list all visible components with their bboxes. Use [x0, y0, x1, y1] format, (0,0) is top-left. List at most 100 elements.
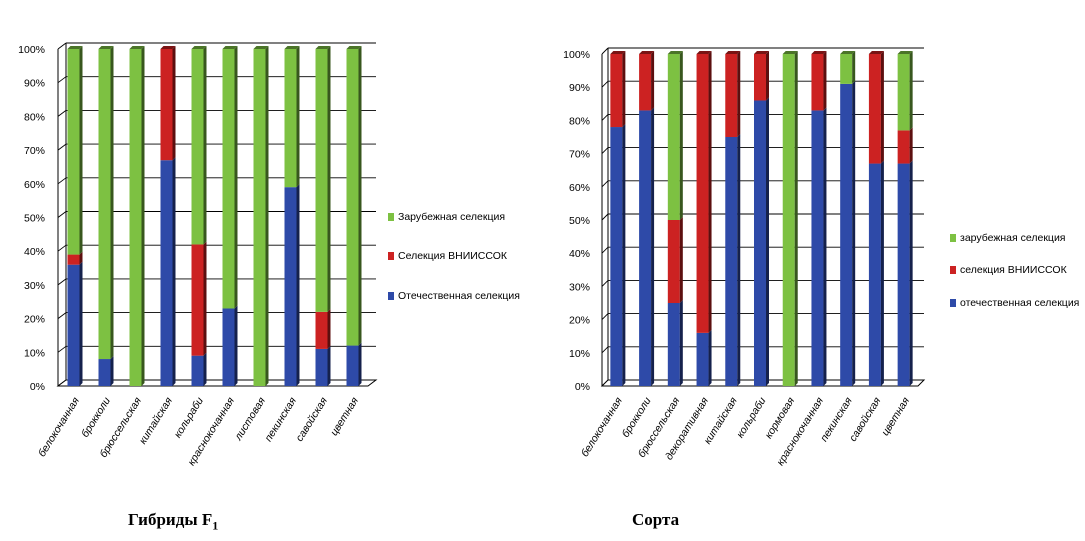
bar-segment-side [79, 46, 83, 255]
bar-segment [725, 137, 738, 386]
gridline-side [601, 313, 609, 320]
chart-2-caption-text: Сорта [632, 510, 680, 529]
gridline-side [601, 280, 609, 287]
bar-segment [639, 110, 652, 386]
bar-segment-top [868, 51, 884, 54]
y-tick-label: 60% [569, 182, 590, 194]
bar-segment-side [327, 46, 331, 312]
bar-segment-side [110, 46, 114, 360]
bar-segment-side [296, 46, 300, 188]
bar-segment [610, 127, 623, 386]
legend-entry: отечественная селекция [960, 297, 1079, 309]
bar-segment [129, 49, 142, 386]
bar-segment [346, 345, 359, 386]
gridline-side [57, 278, 67, 286]
y-tick-label: 70% [24, 145, 45, 157]
bar-segment [667, 54, 680, 220]
bar-segment-top [253, 46, 269, 49]
bar-segment-top [754, 51, 769, 54]
legend-swatch [950, 299, 956, 307]
bar-segment-top [98, 46, 114, 49]
gridline-side [601, 180, 609, 188]
bar-segment-top [160, 46, 176, 49]
legend-swatch [950, 266, 956, 274]
gridline-side [57, 76, 67, 84]
bar-segment-side [265, 46, 269, 386]
bar-segment [315, 311, 328, 349]
bar-segment-side [358, 46, 362, 346]
bar-segment-top [222, 46, 238, 49]
bar-segment [868, 54, 881, 164]
y-tick-label: 30% [569, 281, 590, 293]
bar-segment-top [67, 46, 83, 49]
y-tick-label: 10% [24, 347, 45, 359]
bar-segment [315, 49, 328, 312]
gridline-side [57, 244, 67, 252]
category-label: савойская [294, 395, 331, 444]
legend-swatch [388, 292, 394, 300]
bar-segment [868, 163, 881, 386]
y-tick-label: 70% [569, 149, 590, 161]
gridline-side [57, 177, 67, 185]
gridline-side [601, 346, 609, 354]
bar-segment [98, 359, 111, 386]
y-tick-label: 80% [24, 111, 45, 123]
y-tick-label: 100% [563, 49, 590, 61]
bar-segment-side [110, 356, 114, 386]
bar-segment-side [651, 107, 655, 386]
bar-segment-side [79, 261, 83, 386]
bar-segment-side [823, 107, 827, 386]
bar-segment-side [172, 157, 176, 386]
bar-segment-top [346, 46, 362, 49]
y-tick-label: 20% [569, 315, 590, 327]
bar-segment [696, 54, 709, 333]
legend-entry: Зарубежная селекция [398, 211, 505, 223]
legend-entry: селекция ВНИИССОК [960, 264, 1068, 276]
bar-segment [897, 54, 910, 131]
bar-segment-side [203, 46, 207, 245]
bar-segment [897, 130, 910, 164]
y-tick-label: 40% [24, 246, 45, 258]
y-tick-label: 90% [569, 82, 590, 94]
bar-segment [160, 49, 173, 161]
gridline-side [601, 213, 609, 221]
bar-segment-side [708, 51, 712, 333]
category-label: кольраби [172, 395, 206, 440]
bar-segment-side [622, 51, 626, 128]
legend-swatch [388, 252, 394, 260]
gridline-side [57, 312, 67, 319]
bar-segment [639, 54, 652, 111]
bar-segment-side [296, 184, 300, 386]
chart-2-caption: Сорта [632, 510, 679, 530]
bar-segment-top [725, 51, 741, 54]
bar-segment-side [327, 345, 331, 386]
bar-segment-side [679, 300, 683, 386]
bar-segment-side [79, 251, 83, 265]
gridline-side [601, 147, 609, 154]
bar-segment-side [203, 352, 207, 386]
category-label: белокочанная [36, 395, 82, 459]
chart-1: 0% 10% 20% 30% 40% 50% 60% 70% 80% 90% 100% белокоч… [18, 42, 520, 468]
bar-segment [253, 49, 266, 386]
bar-segment [840, 54, 853, 84]
bar-segment-side [852, 51, 856, 84]
gridline-side [57, 345, 67, 353]
bar-segment [98, 49, 111, 360]
bar-segment-side [651, 51, 655, 111]
y-tick-label: 40% [569, 248, 590, 260]
bar-segment-top [639, 51, 655, 54]
gridline-side [57, 42, 67, 50]
bar-segment [315, 348, 328, 386]
bar-segment [67, 264, 80, 386]
bar-segment-side [358, 342, 362, 386]
bar-segment [191, 49, 204, 245]
bar-segment [610, 54, 623, 128]
gridline-side [601, 47, 609, 55]
chart-2: 0% 10% 20% 30% 40% 50% 60% 70% 80% 90% 100% белокоч… [563, 47, 1079, 468]
gridline-side [601, 80, 609, 88]
bar-segment-side [823, 51, 827, 111]
bar-segment-top [782, 51, 798, 54]
bar-segment-side [327, 308, 331, 349]
bar-segment-top [667, 51, 683, 54]
bar-segment-top [191, 46, 207, 49]
